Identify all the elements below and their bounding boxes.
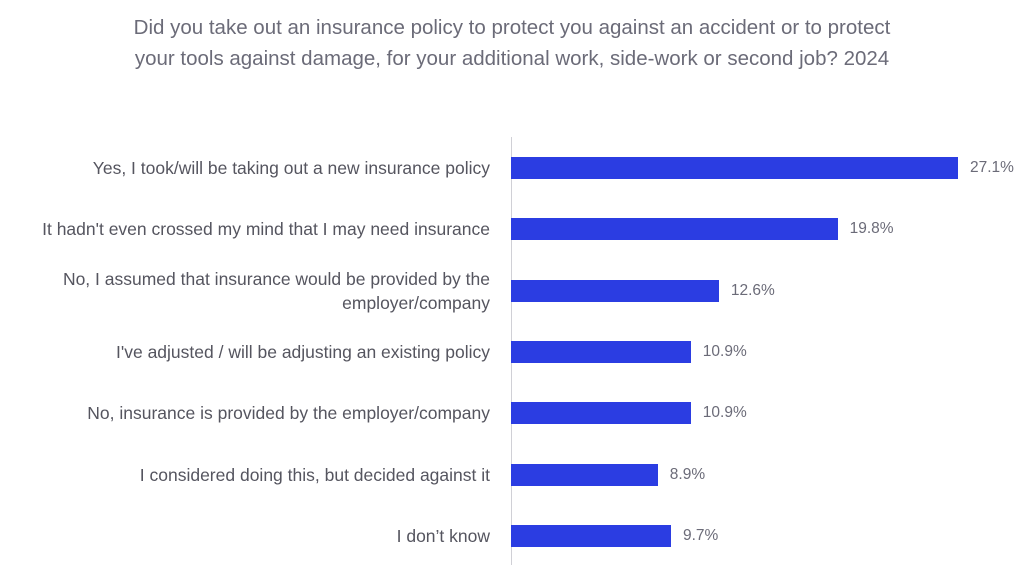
bar (511, 402, 691, 425)
category-label: Yes, I took/will be taking out a new ins… (92, 158, 490, 178)
category-label: No, insurance is provided by the employe… (87, 403, 490, 424)
bar (511, 524, 671, 547)
value-label: 9.7% (682, 526, 719, 544)
value-label: 27.1% (970, 159, 1014, 176)
value-label: 10.9% (702, 342, 747, 360)
category-label: I considered doing this, but decided aga… (139, 464, 490, 485)
bar (511, 218, 838, 241)
bar (511, 279, 719, 302)
category-label: I don’t know (396, 525, 490, 546)
chart-title: Did you take out an insurance policy to … (133, 16, 891, 70)
value-label: 12.6% (730, 281, 775, 299)
value-label: 19.8% (849, 220, 894, 238)
bar (511, 340, 691, 363)
category-label: No, I assumed that insurance would be pr… (62, 268, 490, 313)
value-label: 10.9% (702, 404, 747, 422)
bar (511, 463, 658, 486)
category-label: I've adjusted / will be adjusting an exi… (116, 341, 490, 362)
value-label: 8.9% (669, 465, 706, 483)
category-label: It hadn't even crossed my mind that I ma… (42, 219, 490, 240)
bar (511, 157, 958, 179)
